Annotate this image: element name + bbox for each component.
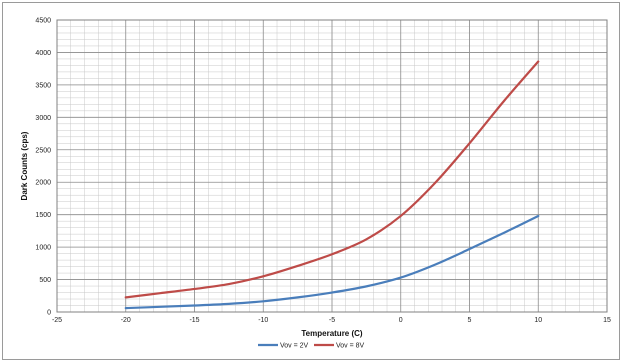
plot-area-border — [56, 19, 608, 313]
x-axis-label: Temperature (C) — [301, 329, 363, 338]
x-tick-label: 15 — [603, 317, 611, 324]
x-tick-label: 0 — [399, 317, 403, 324]
x-tick-label: -15 — [189, 317, 199, 324]
y-axis-tick-labels: 0 500 1000 1500 2000 2500 3000 3500 4000 4500 — [35, 18, 51, 317]
y-tick-label: 2500 — [35, 147, 51, 154]
y-tick-label: 2000 — [35, 180, 51, 187]
x-tick-label: 10 — [534, 317, 542, 324]
y-tick-label: 4500 — [35, 18, 51, 25]
y-tick-label: 500 — [39, 277, 51, 284]
x-tick-label: -20 — [121, 317, 131, 324]
series-line-1 — [124, 214, 540, 310]
series-lines — [124, 60, 540, 310]
y-tick-label: 3500 — [35, 82, 51, 89]
series-line-2 — [124, 60, 540, 299]
line-chart: -25 -20 -15 -10 -5 0 5 10 15 0 500 1000 1500 2000 250… — [20, 18, 611, 350]
x-tick-label: -10 — [258, 317, 268, 324]
x-axis-tick-labels: -25 -20 -15 -10 -5 0 5 10 15 — [52, 317, 611, 324]
y-tick-label: 0 — [47, 310, 51, 317]
y-tick-label: 1500 — [35, 212, 51, 219]
legend-label-1: Vov = 2V — [280, 343, 309, 350]
chart-frame: -25 -20 -15 -10 -5 0 5 10 15 0 500 1000 1500 2000 250… — [2, 2, 620, 360]
x-tick-label: -5 — [329, 317, 335, 324]
legend: Vov = 2V Vov = 8V — [258, 343, 365, 350]
y-tick-label: 3000 — [35, 115, 51, 122]
y-tick-label: 4000 — [35, 50, 51, 57]
x-tick-label: -25 — [52, 317, 62, 324]
y-tick-label: 1000 — [35, 245, 51, 252]
x-tick-label: 5 — [468, 317, 472, 324]
legend-label-2: Vov = 8V — [336, 343, 365, 350]
y-axis-label: Dark Counts (cps) — [20, 131, 29, 200]
